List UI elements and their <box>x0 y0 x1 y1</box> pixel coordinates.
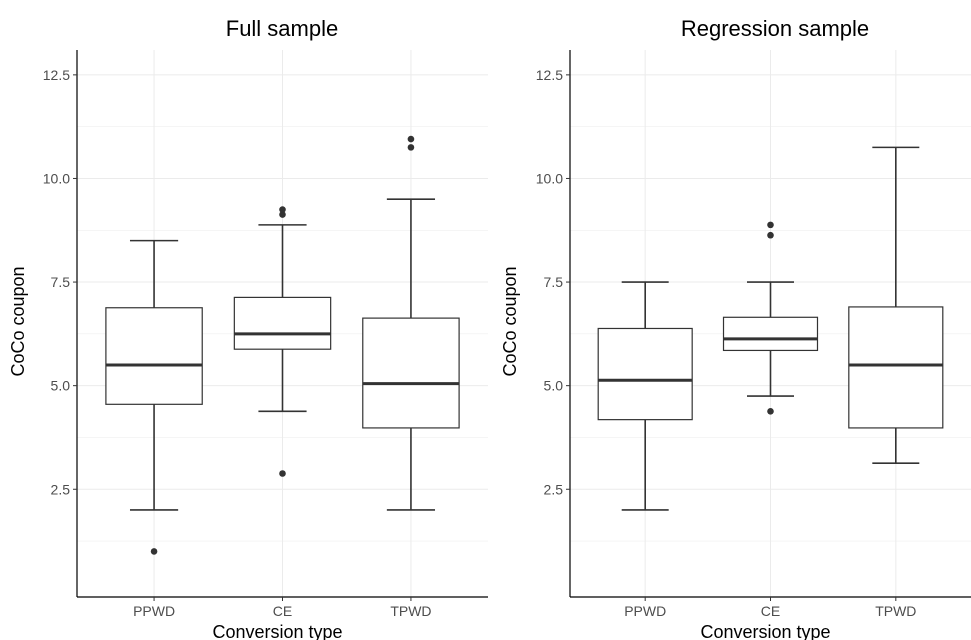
x-axis-label: Conversion type <box>212 622 342 640</box>
outlier-point <box>407 135 415 143</box>
x-tick-label: CE <box>761 603 780 619</box>
y-tick-label: 10.0 <box>536 170 563 186</box>
box-iqr <box>362 317 460 429</box>
y-tick-label: 10.0 <box>43 170 70 186</box>
y-tick-label: 12.5 <box>43 67 70 83</box>
x-tick-label: PPWD <box>133 603 175 619</box>
outlier-point <box>767 231 774 239</box>
box-tpwd <box>848 146 944 464</box>
box-iqr <box>105 307 203 405</box>
y-tick-label: 5.0 <box>51 378 71 394</box>
box-iqr <box>722 316 819 352</box>
x-tick-label: PPWD <box>624 603 666 619</box>
panel-regression-sample: 2.5 5.0 7.5 10.0 12.5 PPWD CE TPWD Regression sa… <box>500 16 971 640</box>
x-tick-label: TPWD <box>875 603 916 619</box>
outlier-point <box>279 211 286 218</box>
x-tick-label: CE <box>273 603 292 619</box>
y-tick-label: 2.5 <box>544 481 564 497</box>
outlier-point <box>279 470 286 477</box>
y-axis-label: CoCo coupon <box>8 266 28 376</box>
y-tick-label: 7.5 <box>51 274 71 290</box>
outlier-point <box>767 221 774 229</box>
outlier-point <box>407 144 415 151</box>
x-axis-label: Conversion type <box>700 622 830 640</box>
outlier-point <box>279 206 286 213</box>
box-tpwd <box>362 135 460 511</box>
y-tick-label: 12.5 <box>536 67 563 83</box>
chart-title: Regression sample <box>681 16 869 41</box>
y-tick-label: 2.5 <box>51 481 71 497</box>
outlier-point <box>150 548 158 555</box>
panel-full-sample: 2.5 5.0 7.5 10.0 12.5 PPWD CE TPWD Full sample Co… <box>8 16 488 640</box>
x-tick-label: TPWD <box>390 603 431 619</box>
y-tick-label: 5.0 <box>544 378 564 394</box>
y-axis-label: CoCo coupon <box>500 266 520 376</box>
box-iqr <box>597 327 693 421</box>
y-tick-label: 7.5 <box>544 274 564 290</box>
box-ppwd <box>597 281 693 511</box>
box-iqr <box>233 296 332 350</box>
box-ce <box>722 221 819 415</box>
outlier-point <box>767 408 774 415</box>
box-ce <box>233 206 332 477</box>
chart-title: Full sample <box>226 16 338 41</box>
box-ppwd <box>105 239 203 555</box>
box-iqr <box>848 306 944 429</box>
